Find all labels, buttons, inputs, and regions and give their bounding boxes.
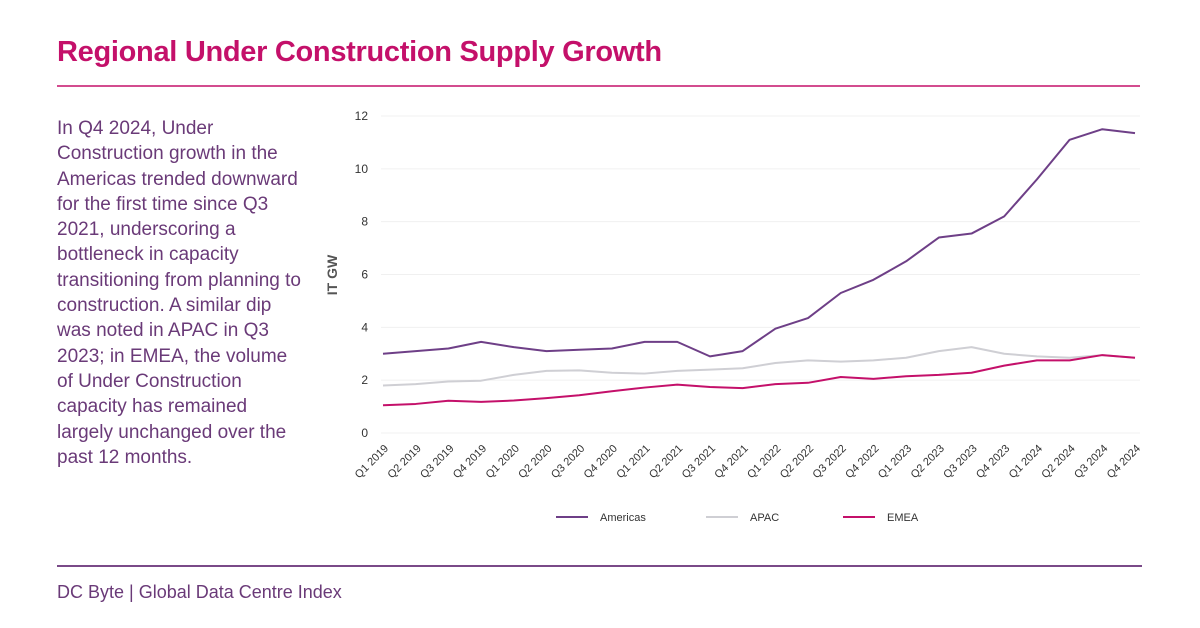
footer-divider — [57, 565, 1142, 567]
series-line-apac — [382, 346, 1136, 387]
page-title: Regional Under Construction Supply Growt… — [57, 36, 662, 68]
x-tick-label: Q3 2023 — [941, 443, 979, 481]
legend-label-americas: Americas — [600, 512, 646, 524]
series-line-emea — [382, 354, 1136, 407]
x-tick-label: Q2 2021 — [647, 443, 685, 481]
x-tick-label: Q1 2021 — [614, 443, 652, 481]
x-tick-label: Q4 2023 — [974, 443, 1012, 481]
series-line-americas — [382, 128, 1136, 358]
y-tick-label: 6 — [361, 268, 368, 282]
x-tick-label: Q3 2022 — [811, 443, 849, 481]
y-tick-label: 4 — [361, 320, 368, 334]
y-tick-label: 8 — [361, 215, 368, 229]
x-tick-label: Q1 2023 — [876, 443, 914, 481]
x-tick-label: Q1 2020 — [484, 443, 522, 481]
x-tick-label: Q2 2019 — [385, 443, 423, 481]
y-tick-label: 10 — [355, 162, 369, 176]
x-tick-label: Q2 2023 — [909, 443, 947, 481]
legend-label-emea: EMEA — [887, 512, 919, 524]
x-tick-label: Q2 2022 — [778, 443, 816, 481]
y-axis-label: IT GW — [324, 254, 340, 295]
x-tick-label: Q4 2021 — [712, 443, 750, 481]
legend-label-apac: APAC — [750, 512, 779, 524]
x-tick-label: Q4 2022 — [843, 443, 881, 481]
x-tick-label: Q2 2020 — [516, 443, 554, 481]
x-tick-label: Q4 2019 — [451, 443, 489, 481]
narrative-text: In Q4 2024, Under Construction growth in… — [57, 118, 301, 468]
y-tick-label: 2 — [361, 373, 368, 387]
footer-source: DC Byte | Global Data Centre Index — [57, 582, 342, 602]
x-tick-label: Q3 2019 — [418, 443, 456, 481]
y-tick-label: 0 — [361, 426, 368, 440]
x-tick-label: Q1 2022 — [745, 443, 783, 481]
x-tick-label: Q3 2024 — [1072, 443, 1110, 481]
x-tick-label: Q2 2024 — [1039, 443, 1077, 481]
x-tick-label: Q4 2020 — [582, 443, 620, 481]
x-tick-label: Q3 2021 — [680, 443, 718, 481]
y-tick-label: 12 — [355, 109, 369, 123]
x-tick-label: Q4 2024 — [1105, 443, 1143, 481]
x-tick-label: Q3 2020 — [549, 443, 587, 481]
title-divider — [57, 85, 1140, 87]
x-tick-label: Q1 2019 — [353, 443, 391, 481]
x-tick-label: Q1 2024 — [1007, 443, 1045, 481]
